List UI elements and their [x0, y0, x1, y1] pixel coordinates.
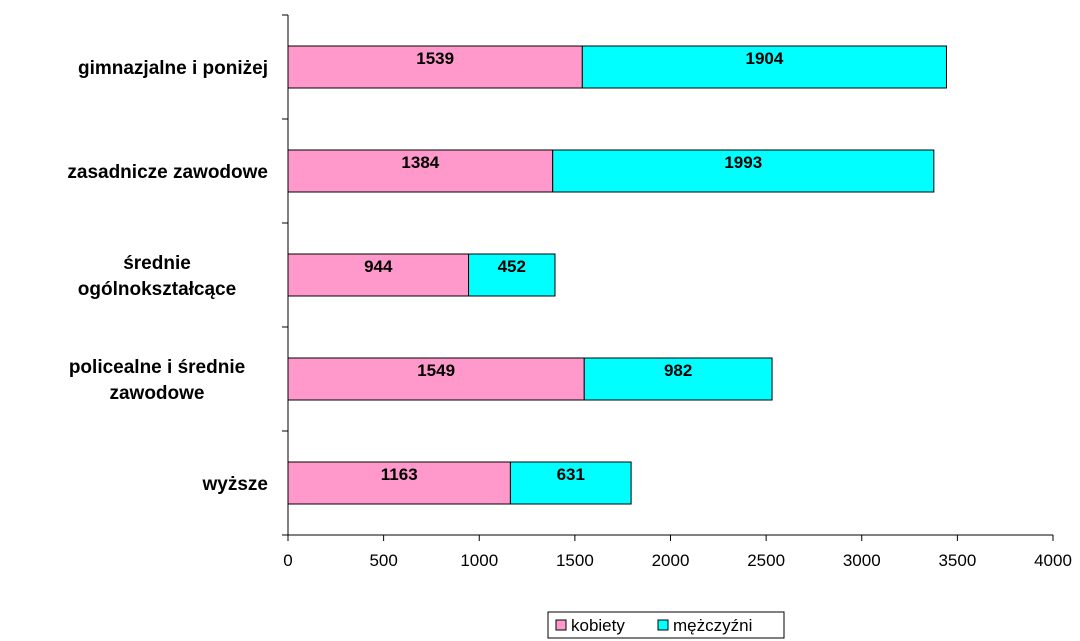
axes: 0 500 1000 1500 2000 2500 3000 3500 4000	[282, 14, 1072, 570]
bar-segment-kobiety	[287, 149, 554, 193]
bar-segment-mezczyzni	[583, 357, 773, 401]
labels: 1539 1904 gimnazjalne i poniżej 1384 1993 zas…	[67, 49, 783, 495]
x-tick-label: 2500	[747, 551, 785, 570]
data-label: 452	[498, 257, 526, 276]
data-label: 631	[557, 465, 585, 484]
data-label: 1904	[745, 49, 783, 68]
category-label: średnie ogólnokształcące	[78, 253, 236, 300]
x-tick-label: 500	[369, 551, 397, 570]
x-tick-label: 3000	[843, 551, 881, 570]
bar-segment-kobiety	[287, 45, 583, 89]
data-label: 1549	[417, 361, 455, 380]
category-label: wyższe	[202, 474, 268, 495]
data-label: 1993	[724, 153, 762, 172]
x-tick-label: 1500	[556, 551, 594, 570]
bar-segment-kobiety	[287, 253, 470, 297]
data-label: 1539	[416, 49, 454, 68]
data-label: 982	[664, 361, 692, 380]
bar-segment-kobiety	[287, 461, 511, 505]
legend: kobiety mężczyźni	[547, 611, 785, 639]
bar-segment-mezczyzni	[552, 149, 935, 193]
x-tick-label: 1000	[460, 551, 498, 570]
legend-label-mezczyzni: mężczyźni	[673, 616, 752, 635]
legend-swatch-mezczyzni	[657, 619, 669, 631]
x-tick-label: 0	[283, 551, 292, 570]
bar-segment-mezczyzni	[581, 45, 947, 89]
data-label: 1163	[381, 465, 418, 484]
category-label: policealne i średnie zawodowe	[69, 357, 245, 404]
legend-swatch-kobiety	[555, 619, 567, 631]
x-tick-label: 3500	[938, 551, 976, 570]
bar-segment-mezczyzni	[468, 253, 556, 297]
x-tick-label: 4000	[1034, 551, 1072, 570]
bar-segment-mezczyzni	[509, 461, 632, 505]
legend-label-kobiety: kobiety	[571, 616, 625, 635]
data-label: 944	[364, 257, 393, 276]
category-label: gimnazjalne i poniżej	[78, 58, 268, 79]
data-label: 1384	[401, 153, 439, 172]
bars	[287, 45, 947, 505]
category-label: zasadnicze zawodowe	[67, 162, 268, 183]
x-tick-label: 2000	[652, 551, 690, 570]
